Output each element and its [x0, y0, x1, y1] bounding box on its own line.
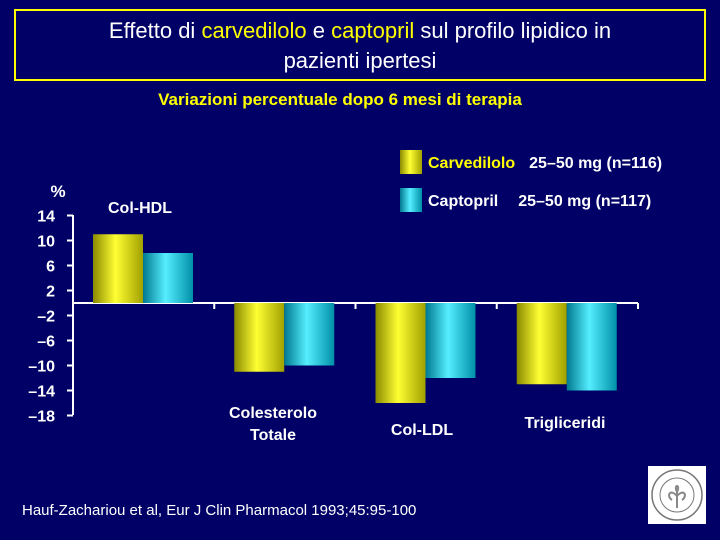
y-tick-label: 2	[46, 284, 55, 301]
category-label: Totale	[250, 427, 296, 444]
subtitle: Variazioni percentuale dopo 6 mesi di te…	[158, 90, 522, 109]
legend-label-carvedilolo: Carvedilolo 25–50 mg (n=116)	[428, 155, 662, 172]
legend-swatch-carvedilolo	[400, 150, 422, 174]
bar-carvedilolo-2	[375, 303, 426, 403]
y-axis-label: %	[50, 182, 65, 201]
category-label: Colesterolo	[229, 405, 317, 422]
y-tick-label: 6	[46, 259, 55, 276]
y-tick-label: –10	[28, 359, 55, 376]
y-tick-label: –2	[37, 309, 55, 326]
university-seal-logo	[648, 466, 706, 524]
y-tick-label: 10	[37, 234, 55, 251]
title-text-1: Effetto di	[108, 18, 202, 43]
title-drug-2: captopril	[331, 18, 415, 43]
bar-carvedilolo-1	[234, 303, 285, 372]
bar-captopril-0	[143, 253, 193, 303]
bar-carvedilolo-3	[516, 303, 567, 385]
y-tick-label: –18	[28, 409, 55, 426]
category-label: Trigliceridi	[525, 415, 606, 432]
title-line-1: Effetto di carvedilolo e captopril sul p…	[16, 16, 704, 46]
legend-label-captopril: Captopril 25–50 mg (n=117)	[428, 193, 651, 210]
y-tick-label: –6	[37, 334, 55, 351]
category-label: Col-HDL	[108, 200, 172, 217]
bar-carvedilolo-0	[93, 234, 143, 303]
bar-captopril-2	[425, 303, 476, 378]
title-box: Effetto di carvedilolo e captopril sul p…	[14, 9, 706, 81]
title-line-2: pazienti ipertesi	[283, 48, 437, 73]
category-label: Col-LDL	[391, 422, 453, 439]
bar-captopril-3	[566, 303, 617, 391]
y-tick-label: 14	[37, 209, 55, 226]
title-text-3: sul profilo lipidico in	[414, 18, 612, 43]
title-text-2: e	[306, 18, 332, 43]
bar-captopril-1	[284, 303, 335, 366]
y-tick-label: –14	[28, 384, 55, 401]
legend-swatch-captopril	[400, 188, 422, 212]
title-drug-1: carvedilolo	[201, 18, 307, 43]
citation: Hauf-Zachariou et al, Eur J Clin Pharmac…	[22, 502, 417, 519]
